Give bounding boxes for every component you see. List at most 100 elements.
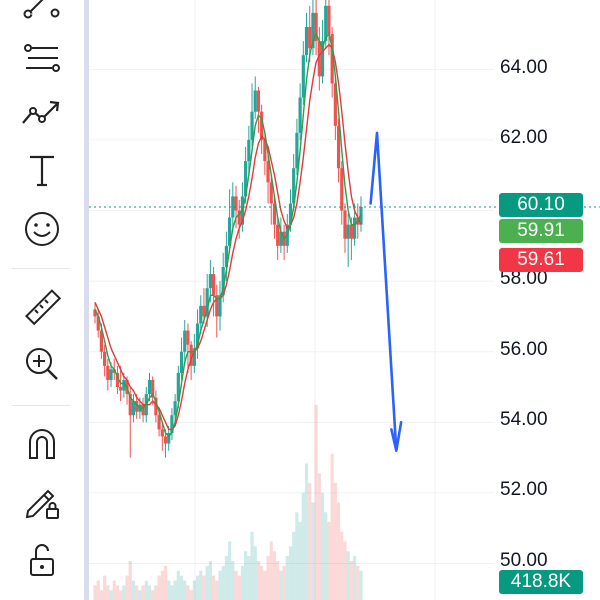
price-label: 52.00 <box>500 479 548 500</box>
volume-bar <box>260 565 264 600</box>
candle-body <box>336 125 341 169</box>
candle-body <box>346 224 350 239</box>
candle-body <box>295 132 299 169</box>
ma-slow-line <box>94 43 362 431</box>
volume-bar <box>304 463 309 600</box>
candle-body <box>311 12 315 49</box>
moving-averages <box>94 32 362 438</box>
candle-body <box>167 432 171 444</box>
candle-body <box>179 351 184 373</box>
candle-body <box>103 351 107 366</box>
candle-body <box>304 26 309 56</box>
candle-body <box>253 90 257 112</box>
volume-bar <box>320 492 325 600</box>
candle-body <box>343 210 347 239</box>
emoji-icon[interactable] <box>16 205 68 253</box>
candle-body <box>128 394 132 416</box>
price-label: 58.00 <box>500 268 548 289</box>
candle-body <box>99 330 104 352</box>
pencil-lock-icon[interactable] <box>16 477 68 525</box>
volume-bar <box>292 531 296 600</box>
candle-body <box>211 274 216 296</box>
volume-bar <box>147 585 152 600</box>
volume-bar <box>269 541 273 600</box>
candle-body <box>115 372 120 388</box>
volume-bar <box>154 585 158 600</box>
fib-retracement-icon[interactable] <box>16 34 68 82</box>
volume-bar <box>186 585 190 600</box>
candle-body <box>163 436 168 444</box>
ruler-icon[interactable] <box>16 285 68 333</box>
ma-fast-line <box>94 32 362 438</box>
volume-bar <box>215 580 219 600</box>
volume-bar <box>279 570 283 600</box>
candle-body <box>147 379 152 395</box>
volume-bar <box>224 556 228 600</box>
volume-bar <box>333 483 337 600</box>
volume-bar <box>359 570 363 600</box>
volume-bar <box>122 585 126 600</box>
candle-body <box>250 111 254 140</box>
toolbar-divider <box>12 405 70 406</box>
forecast-arrow-icon[interactable] <box>16 89 68 137</box>
volume-bar <box>112 580 116 600</box>
candle-body <box>122 379 126 391</box>
volume-bar <box>170 585 174 600</box>
candle-body <box>314 12 318 42</box>
candle-body <box>96 316 100 331</box>
volume-bar <box>340 531 344 600</box>
volume-bar <box>247 556 251 600</box>
volume-bar <box>231 561 235 600</box>
candle-body <box>292 168 296 204</box>
candle-body <box>327 5 331 35</box>
volume-bar <box>93 585 97 600</box>
volume-bar <box>163 565 168 600</box>
volume-bar <box>157 575 161 600</box>
volume-bar <box>192 580 196 600</box>
volume-bar <box>183 580 187 600</box>
candle-body <box>234 196 238 211</box>
volume-bar <box>199 570 203 600</box>
candle-body <box>349 224 353 239</box>
candle-body <box>119 387 123 391</box>
volume-bar <box>228 541 232 600</box>
candle-body <box>208 274 212 289</box>
unlock-icon[interactable] <box>16 535 68 583</box>
trend-line-icon[interactable] <box>16 0 68 24</box>
volume-bar <box>288 546 293 600</box>
candle-body <box>192 348 196 366</box>
volume-bar <box>128 561 132 600</box>
volume-bar <box>119 590 123 600</box>
candle-body <box>205 288 209 317</box>
magnet-icon[interactable] <box>16 420 68 468</box>
candle-body <box>272 203 277 225</box>
forecast-arrowhead <box>390 420 403 452</box>
candle-body <box>260 111 264 140</box>
volume-bar <box>234 570 238 600</box>
price-label: 50.00 <box>500 550 548 571</box>
volume-bar <box>272 551 277 600</box>
price-chart[interactable] <box>89 0 600 600</box>
forecast-arrow <box>369 131 403 452</box>
volume-bar <box>211 575 216 600</box>
volume-bar <box>253 546 257 600</box>
candle-body <box>131 401 136 416</box>
volume-bar <box>96 580 100 600</box>
candle-body <box>266 161 270 183</box>
volume-bar <box>135 585 139 600</box>
volume-bar <box>131 580 136 600</box>
volume-bar <box>173 580 177 600</box>
text-tool-icon[interactable] <box>16 146 68 194</box>
volume-bar <box>311 502 315 600</box>
zoom-in-icon[interactable] <box>16 340 68 388</box>
candle-body <box>218 295 222 317</box>
volume-bar <box>352 556 357 600</box>
volume-bar <box>103 575 107 600</box>
volume-bar <box>138 590 142 600</box>
volume-bar <box>346 551 350 600</box>
volume-bar <box>106 585 110 600</box>
volume-bar <box>202 575 206 600</box>
candle-body <box>170 415 174 433</box>
volume-bar <box>151 590 155 600</box>
candle-body <box>330 34 334 84</box>
